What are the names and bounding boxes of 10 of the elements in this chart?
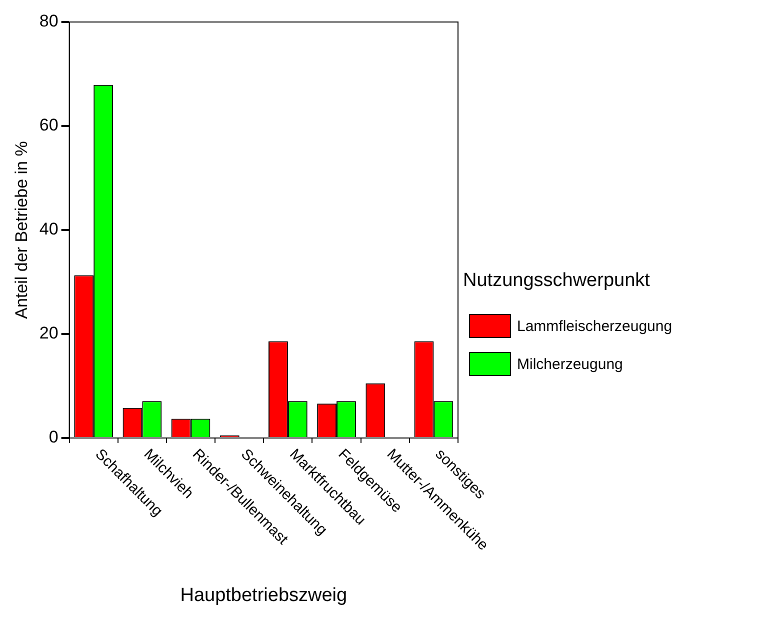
y-tick-label: 60 [39,116,58,135]
legend-label: Lammfleischerzeugung [517,318,672,334]
y-tick-label: 0 [48,428,58,447]
y-tick-label: 40 [39,220,58,239]
y-tick-label: 80 [39,12,58,31]
x-axis-title: Hauptbetriebszweig [180,584,348,606]
legend-label: Milcherzeugung [517,356,623,372]
y-axis-title: Anteil der Betriebe in % [12,141,31,319]
y-tick-label: 20 [39,324,58,343]
legend-title: Nutzungsschwerpunkt [463,270,651,292]
